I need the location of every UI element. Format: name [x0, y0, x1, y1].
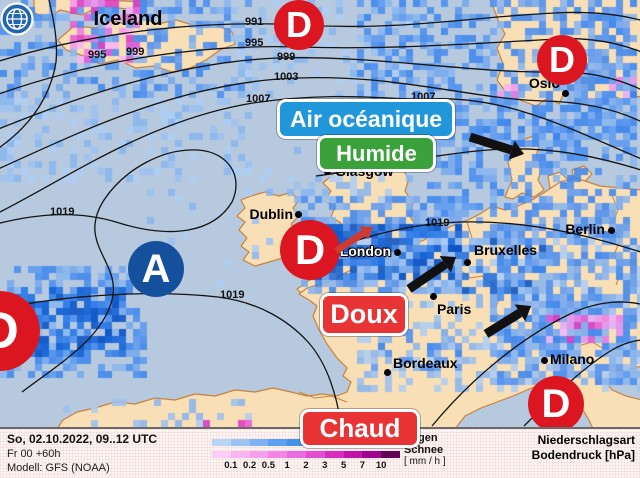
scale-tick-label: 5 — [340, 460, 347, 471]
isobar-line — [0, 149, 237, 393]
city-dot-berlin — [608, 227, 615, 234]
city-dot-oslo — [562, 90, 569, 97]
isobar-value-label: 1019 — [50, 206, 75, 218]
scale-segment — [249, 451, 269, 458]
scale-segment — [212, 451, 231, 458]
isobar-line — [0, 11, 640, 62]
annotation-humide: Humide — [317, 135, 436, 172]
low-pressure-symbol: D — [280, 220, 340, 280]
high-pressure-symbol: A — [128, 241, 184, 297]
scale-tick-label: 0.5 — [261, 460, 275, 471]
isobar-value-label: 999 — [126, 46, 145, 58]
scale-segment — [268, 439, 288, 446]
isobar-value-label: 999 — [277, 51, 296, 63]
scale-tick-label: 10 — [375, 460, 387, 471]
scale-segment — [230, 451, 250, 458]
snow-color-scale — [212, 451, 400, 458]
precipitation-pixels-layer — [0, 0, 640, 427]
pressure-text: Bodendruck [hPa] — [531, 448, 635, 462]
unit-caption: [ mm / h ] — [404, 456, 446, 467]
city-label-london: London — [339, 243, 391, 259]
city-dot-paris — [430, 293, 437, 300]
scale-segment — [362, 451, 382, 458]
city-label-dublin: Dublin — [249, 206, 293, 222]
scale-segment — [249, 439, 269, 446]
valid-time-text: So, 02.10.2022, 09..12 UTC — [7, 432, 158, 446]
isobar-line — [431, 301, 640, 427]
city-dot-london — [394, 249, 401, 256]
isobar-line — [0, 95, 640, 213]
scale-segment — [343, 451, 363, 458]
city-label-berlin: Berlin — [565, 221, 605, 237]
isobar-value-label: 995 — [88, 49, 107, 61]
low-pressure-symbol: D — [0, 291, 40, 371]
isobar-line — [0, 0, 58, 148]
scale-tick-label: 7 — [359, 460, 366, 471]
city-label-bordeaux: Bordeaux — [393, 355, 458, 371]
scale-segment — [287, 439, 306, 446]
scale-tick-label: 1 — [284, 460, 290, 471]
model-name-text: Modell: GFS (NOAA) — [7, 462, 110, 474]
city-label-bruxelles: Bruxelles — [474, 242, 538, 258]
isobar-line — [0, 293, 342, 425]
annotation-air-oceanique: Air océanique — [277, 99, 455, 139]
map-type-block: Niederschlagsart Bodendruck [hPa] — [532, 433, 635, 463]
scale-segment — [324, 451, 344, 458]
low-pressure-symbol: D — [274, 0, 324, 50]
city-label-milano: Milano — [550, 351, 595, 367]
annotation-doux: Doux — [320, 293, 408, 336]
isobar-value-label: 1019 — [425, 217, 450, 229]
city-dot-bruxelles — [464, 259, 471, 266]
city-dot-dublin — [295, 211, 302, 218]
low-pressure-symbol: D — [537, 35, 587, 85]
scale-segment — [287, 451, 306, 458]
low-pressure-symbol: D — [528, 376, 584, 427]
isobar-line — [0, 76, 640, 169]
city-label-paris: Paris — [437, 301, 472, 317]
scale-tick-label: 0.2 — [242, 460, 257, 471]
isobar-value-label: 995 — [245, 37, 264, 49]
city-dot-milano — [541, 357, 548, 364]
scale-segment — [268, 451, 288, 458]
isobar-value-label: 1003 — [274, 71, 299, 83]
precip-type-text: Niederschlagsart — [537, 433, 635, 447]
isobar-value-label: 1007 — [246, 93, 271, 105]
map-area: 991 995 995 999 999 1003 1007 1007 1019 1019 1019 I… — [0, 0, 640, 427]
isobar-value-label: 1019 — [220, 289, 245, 301]
scale-segment — [230, 439, 250, 446]
globe-logo-icon — [0, 2, 34, 36]
scale-tick-label: 0.1 — [224, 460, 238, 471]
scale-tick-label: 2 — [303, 460, 309, 471]
city-dot-bordeaux — [384, 369, 391, 376]
scale-segment — [305, 451, 325, 458]
city-label-iceland: Iceland — [93, 8, 163, 30]
isobar-line — [0, 38, 640, 95]
annotation-chaud: Chaud — [300, 409, 420, 448]
run-offset-text: Fr 00 +60h — [7, 448, 61, 460]
map-overlay-labels: 991 995 995 999 999 1003 1007 1007 1019 1019 1019 I… — [0, 0, 615, 427]
isobar-value-label: 991 — [245, 16, 264, 28]
scale-segment — [212, 439, 231, 446]
scale-tick-labels: 0.1 0.2 0.5 1 2 3 5 7 10 — [212, 460, 400, 472]
run-info-block: So, 02.10.2022, 09..12 UTC Fr 00 +60h Mo… — [7, 432, 157, 476]
scale-segment — [381, 451, 400, 458]
scale-tick-label: 3 — [322, 460, 328, 471]
